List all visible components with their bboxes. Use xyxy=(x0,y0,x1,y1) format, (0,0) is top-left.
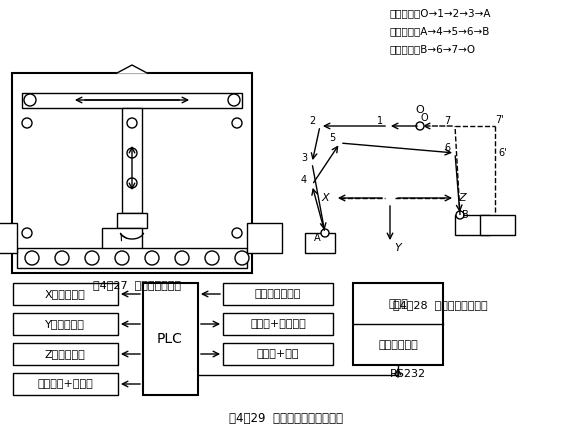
Text: 交流电机+变频器: 交流电机+变频器 xyxy=(37,379,93,389)
Bar xyxy=(305,233,335,253)
Circle shape xyxy=(416,122,424,130)
Circle shape xyxy=(25,251,39,265)
Bar xyxy=(22,93,242,108)
Bar xyxy=(13,373,118,395)
Circle shape xyxy=(205,251,219,265)
Circle shape xyxy=(232,118,242,128)
Text: 6: 6 xyxy=(444,143,450,153)
Text: B: B xyxy=(462,210,468,220)
Circle shape xyxy=(127,178,137,188)
Text: 7': 7' xyxy=(496,115,504,125)
Bar xyxy=(455,215,490,235)
Text: Z: Z xyxy=(458,193,466,203)
Text: RS232: RS232 xyxy=(390,369,426,379)
Polygon shape xyxy=(117,65,147,73)
Text: 图4－28  码垛动作轨迹示意: 图4－28 码垛动作轨迹示意 xyxy=(393,300,487,310)
Circle shape xyxy=(456,211,464,219)
Text: A: A xyxy=(313,233,320,243)
Circle shape xyxy=(232,228,242,238)
Circle shape xyxy=(145,251,159,265)
Bar xyxy=(17,248,247,268)
Bar xyxy=(12,73,252,273)
Bar xyxy=(13,313,118,335)
Text: PLC: PLC xyxy=(157,332,183,346)
Text: 电磁阀+吸盘: 电磁阀+吸盘 xyxy=(257,349,299,359)
Circle shape xyxy=(55,251,69,265)
Text: 7: 7 xyxy=(444,116,450,126)
Text: X: X xyxy=(321,193,329,203)
Text: 取货路线：O→1→2→3→A: 取货路线：O→1→2→3→A xyxy=(390,8,492,18)
Circle shape xyxy=(115,251,129,265)
Text: 6': 6' xyxy=(499,148,507,158)
Text: 系列位置传感器: 系列位置传感器 xyxy=(255,289,301,299)
Circle shape xyxy=(22,118,32,128)
Bar xyxy=(117,213,147,228)
Bar xyxy=(480,215,515,235)
Text: 上位监控软件: 上位监控软件 xyxy=(378,340,418,350)
Text: 触摸屏: 触摸屏 xyxy=(388,299,408,309)
Circle shape xyxy=(85,251,99,265)
Bar xyxy=(353,283,443,365)
Circle shape xyxy=(24,94,36,106)
Text: 搬货路线：A→4→5→6→B: 搬货路线：A→4→5→6→B xyxy=(390,26,490,36)
Bar xyxy=(102,228,142,253)
Text: 5: 5 xyxy=(329,133,335,143)
Text: 图4－29  码垛机测控系统结构图: 图4－29 码垛机测控系统结构图 xyxy=(229,412,343,425)
Bar xyxy=(143,283,198,395)
Text: O: O xyxy=(415,105,425,115)
Text: 返回路线：B→6→7→O: 返回路线：B→6→7→O xyxy=(390,44,476,54)
Text: Y轴伺服电机: Y轴伺服电机 xyxy=(45,319,85,329)
Bar xyxy=(223,283,333,305)
Text: O: O xyxy=(420,113,428,123)
Text: 图4－27  码垛机结构示意: 图4－27 码垛机结构示意 xyxy=(93,280,181,290)
Circle shape xyxy=(127,148,137,158)
Text: Y: Y xyxy=(395,243,401,253)
Bar xyxy=(13,343,118,365)
Circle shape xyxy=(228,94,240,106)
Circle shape xyxy=(175,251,189,265)
Text: Z轴伺服电机: Z轴伺服电机 xyxy=(45,349,85,359)
Bar xyxy=(247,223,282,253)
Circle shape xyxy=(235,251,249,265)
Bar xyxy=(223,343,333,365)
Circle shape xyxy=(22,228,32,238)
Text: 电磁阀+旋转气缸: 电磁阀+旋转气缸 xyxy=(250,319,306,329)
Bar xyxy=(13,283,118,305)
Bar xyxy=(223,313,333,335)
Circle shape xyxy=(321,229,329,237)
Text: 2: 2 xyxy=(309,116,315,126)
Text: 4: 4 xyxy=(301,175,307,185)
Text: 3: 3 xyxy=(301,153,307,163)
Bar xyxy=(0,223,17,253)
Circle shape xyxy=(127,118,137,128)
Text: 1: 1 xyxy=(377,116,383,126)
Bar xyxy=(122,108,142,213)
Text: X轴伺服电机: X轴伺服电机 xyxy=(45,289,85,299)
